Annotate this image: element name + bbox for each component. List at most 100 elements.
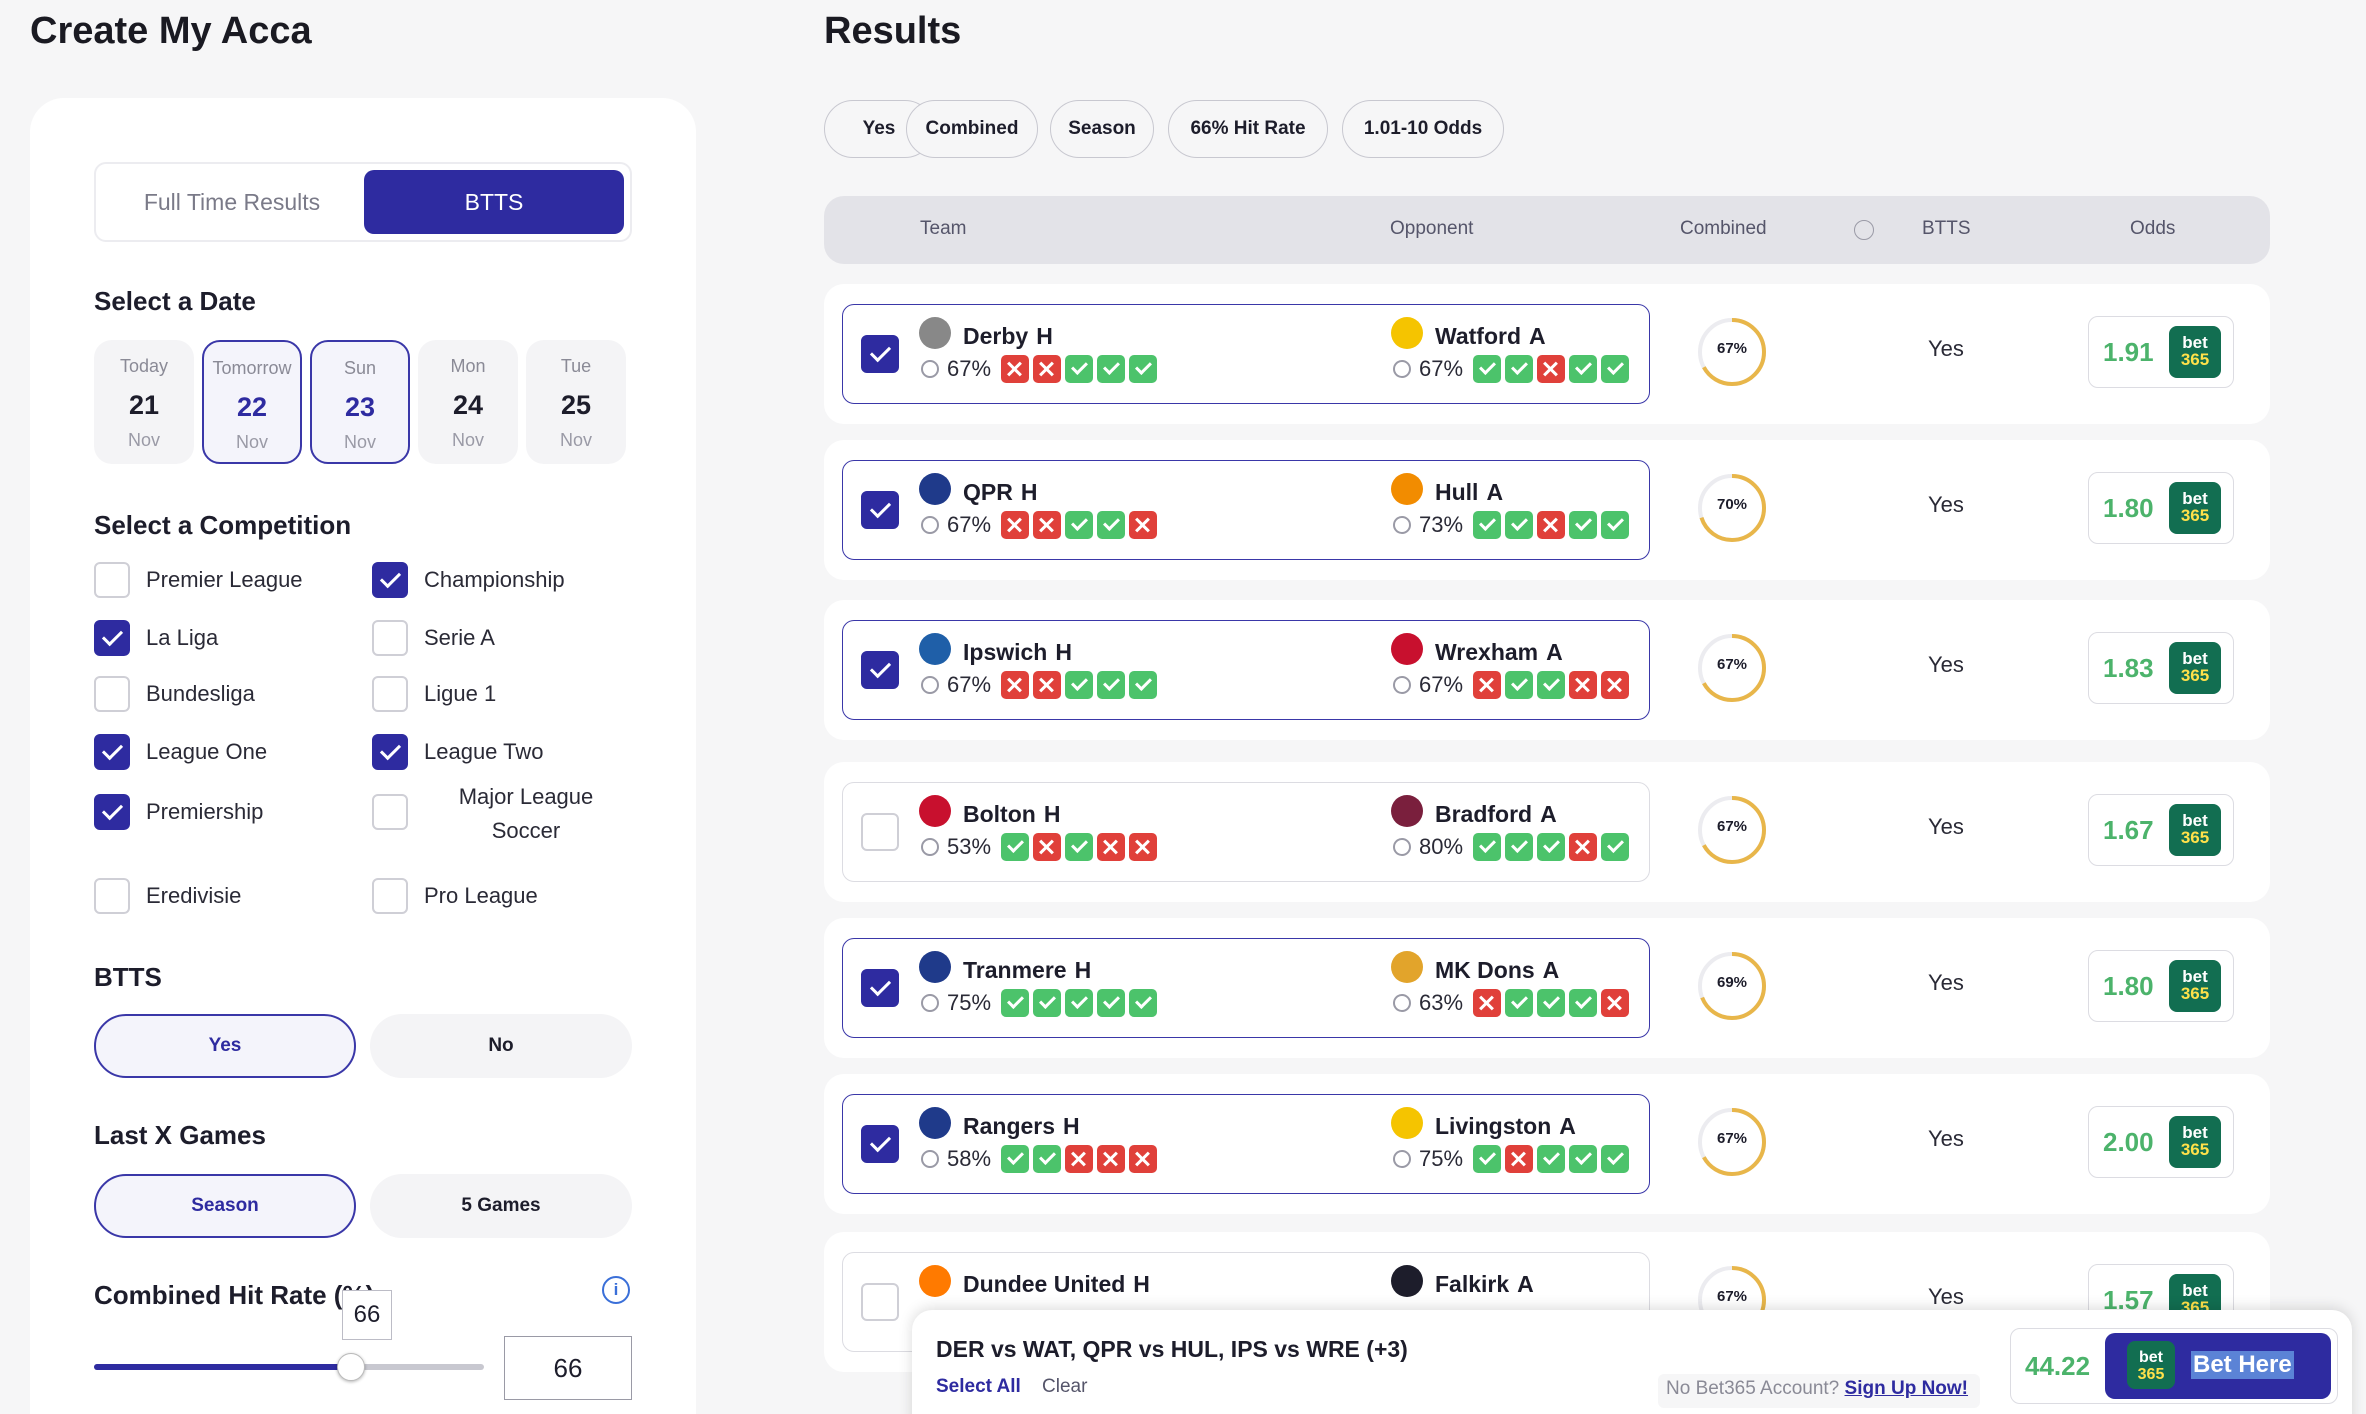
bet-here-button[interactable]: bet 365 Bet Here — [2105, 1333, 2331, 1399]
checkbox-league-one[interactable] — [94, 734, 130, 770]
date-card-24[interactable]: Mon 24 Nov — [418, 340, 518, 464]
filter-chip-odds[interactable]: 1.01-10 Odds — [1342, 100, 1504, 158]
away-form: 73% — [1393, 511, 1630, 539]
checkbox-major-league-soccer[interactable] — [372, 794, 408, 830]
competition-label-league-two[interactable]: League Two — [424, 739, 544, 764]
column-combined[interactable]: Combined — [1680, 218, 1767, 239]
hit-rate-icon — [921, 676, 939, 694]
date-card-25[interactable]: Tue 25 Nov — [526, 340, 626, 464]
match-checkbox[interactable] — [861, 491, 899, 529]
hitrate-slider-handle[interactable] — [337, 1353, 366, 1381]
match-card[interactable]: Ipswich H 67% Wrexham A 67% — [842, 620, 1650, 720]
match-checkbox[interactable] — [861, 813, 899, 851]
hitrate-input[interactable]: 66 — [504, 1336, 632, 1400]
date-card-21[interactable]: Today 21 Nov — [94, 340, 194, 464]
tab-btts[interactable]: BTTS — [364, 170, 624, 234]
tab-full-time-results[interactable]: Full Time Results — [143, 188, 321, 215]
match-checkbox[interactable] — [861, 651, 899, 689]
info-icon[interactable]: i — [602, 1276, 630, 1304]
match-checkbox[interactable] — [861, 335, 899, 373]
date-card-22[interactable]: Tomorrow 22 Nov — [202, 340, 302, 464]
odds-button[interactable]: 1.80 bet 365 — [2088, 472, 2234, 544]
competition-label-premiership[interactable]: Premiership — [146, 799, 264, 824]
checkbox-premier-league[interactable] — [94, 562, 130, 598]
competition-label-ligue-1[interactable]: Ligue 1 — [424, 681, 497, 706]
clear-link[interactable]: Clear — [1042, 1376, 1088, 1397]
away-hit-rate: 73% — [1419, 512, 1464, 537]
away-team-name: MK Dons — [1435, 957, 1535, 983]
checkbox-premiership[interactable] — [94, 794, 130, 830]
checkbox-ligue-1[interactable] — [372, 676, 408, 712]
match-card[interactable]: Tranmere H 75% MK Dons A 63% — [842, 938, 1650, 1038]
combined-ring: 69% — [1696, 950, 1768, 1022]
home-team-name: Derby — [963, 323, 1029, 349]
home-form: 67% — [921, 355, 1158, 383]
match-card[interactable]: QPR H 67% Hull A 73% — [842, 460, 1650, 560]
checkbox-pro-league[interactable] — [372, 878, 408, 914]
competition-label-bundesliga[interactable]: Bundesliga — [146, 681, 255, 706]
away-tag: A — [1540, 801, 1557, 827]
competition-label-eredivisie[interactable]: Eredivisie — [146, 883, 242, 908]
checkbox-la-liga[interactable] — [94, 620, 130, 656]
select-all-link[interactable]: Select All — [936, 1376, 1021, 1397]
cross-icon — [1601, 671, 1630, 699]
competition-label-championship[interactable]: Championship — [424, 567, 565, 592]
filter-chip-season[interactable]: Season — [1050, 100, 1154, 158]
btts-yes-button[interactable]: Yes — [94, 1014, 356, 1078]
competition-label-league-one[interactable]: League One — [146, 739, 268, 764]
home-hit-rate: 75% — [947, 990, 992, 1015]
check-icon — [1129, 355, 1158, 383]
sign-up-link[interactable]: Sign Up Now! — [1844, 1378, 1969, 1399]
match-card[interactable]: Bolton H 53% Bradford A 80% — [842, 782, 1650, 882]
check-icon — [1129, 671, 1158, 699]
hit-rate-icon — [1393, 516, 1411, 534]
home-team: QPR H — [963, 479, 1037, 506]
combined-sort-icon[interactable] — [1854, 220, 1874, 240]
match-checkbox[interactable] — [861, 969, 899, 1007]
bet365-logo-bottom: 365 — [2180, 350, 2210, 369]
check-icon — [1065, 671, 1094, 699]
match-card[interactable]: Derby H 67% Watford A 67% — [842, 304, 1650, 404]
date-card-23[interactable]: Sun 23 Nov — [310, 340, 410, 464]
competition-label-la-liga[interactable]: La Liga — [146, 625, 219, 650]
check-icon — [1569, 511, 1598, 539]
competition-label-premier-league[interactable]: Premier League — [146, 567, 303, 592]
check-icon — [1505, 989, 1534, 1017]
five-games-button[interactable]: 5 Games — [370, 1174, 632, 1238]
home-team: Dundee United H — [963, 1271, 1150, 1298]
bet365-logo-top: bet — [2182, 333, 2208, 352]
competition-label-pro-league[interactable]: Pro League — [424, 883, 538, 908]
check-icon — [1537, 1145, 1566, 1173]
season-button[interactable]: Season — [94, 1174, 356, 1238]
checkbox-serie-a[interactable] — [372, 620, 408, 656]
ring-progress — [1698, 634, 1766, 702]
cross-icon — [1569, 671, 1598, 699]
date-month: Nov — [559, 430, 592, 450]
checkbox-eredivisie[interactable] — [94, 878, 130, 914]
checkbox-league-two[interactable] — [372, 734, 408, 770]
checkbox-championship[interactable] — [372, 562, 408, 598]
odds-button[interactable]: 2.00 bet 365 — [2088, 1106, 2234, 1178]
competition-label-serie-a[interactable]: Serie A — [424, 625, 495, 650]
match-checkbox[interactable] — [861, 1125, 899, 1163]
bet365-logo: bet 365 — [2127, 1341, 2175, 1389]
date-day: Tomorrow — [212, 358, 292, 378]
odds-button[interactable]: 1.80 bet 365 — [2088, 950, 2234, 1022]
no-account-note: No Bet365 Account? Sign Up Now! — [1658, 1374, 1980, 1408]
cross-icon — [1129, 833, 1158, 861]
combined-ring-graphic — [1698, 952, 1766, 1020]
date-section-title: Select a Date — [94, 286, 256, 316]
competition-label-major-league-soccer[interactable]: Major League Soccer — [458, 784, 594, 843]
results-table-header: Team Opponent Combined BTTS Odds — [824, 196, 2270, 264]
odds-button[interactable]: 1.91 bet 365 — [2088, 316, 2234, 388]
hit-rate-icon — [921, 994, 939, 1012]
filter-chip-hitrate[interactable]: 66% Hit Rate — [1168, 100, 1328, 158]
btts-no-button[interactable]: No — [370, 1014, 632, 1078]
checkbox-bundesliga[interactable] — [94, 676, 130, 712]
filter-chip-combined[interactable]: Combined — [906, 100, 1038, 158]
match-checkbox[interactable] — [861, 1283, 899, 1321]
match-card[interactable]: Rangers H 58% Livingston A 75% — [842, 1094, 1650, 1194]
check-icon — [1601, 511, 1630, 539]
odds-button[interactable]: 1.67 bet 365 — [2088, 794, 2234, 866]
odds-button[interactable]: 1.83 bet 365 — [2088, 632, 2234, 704]
